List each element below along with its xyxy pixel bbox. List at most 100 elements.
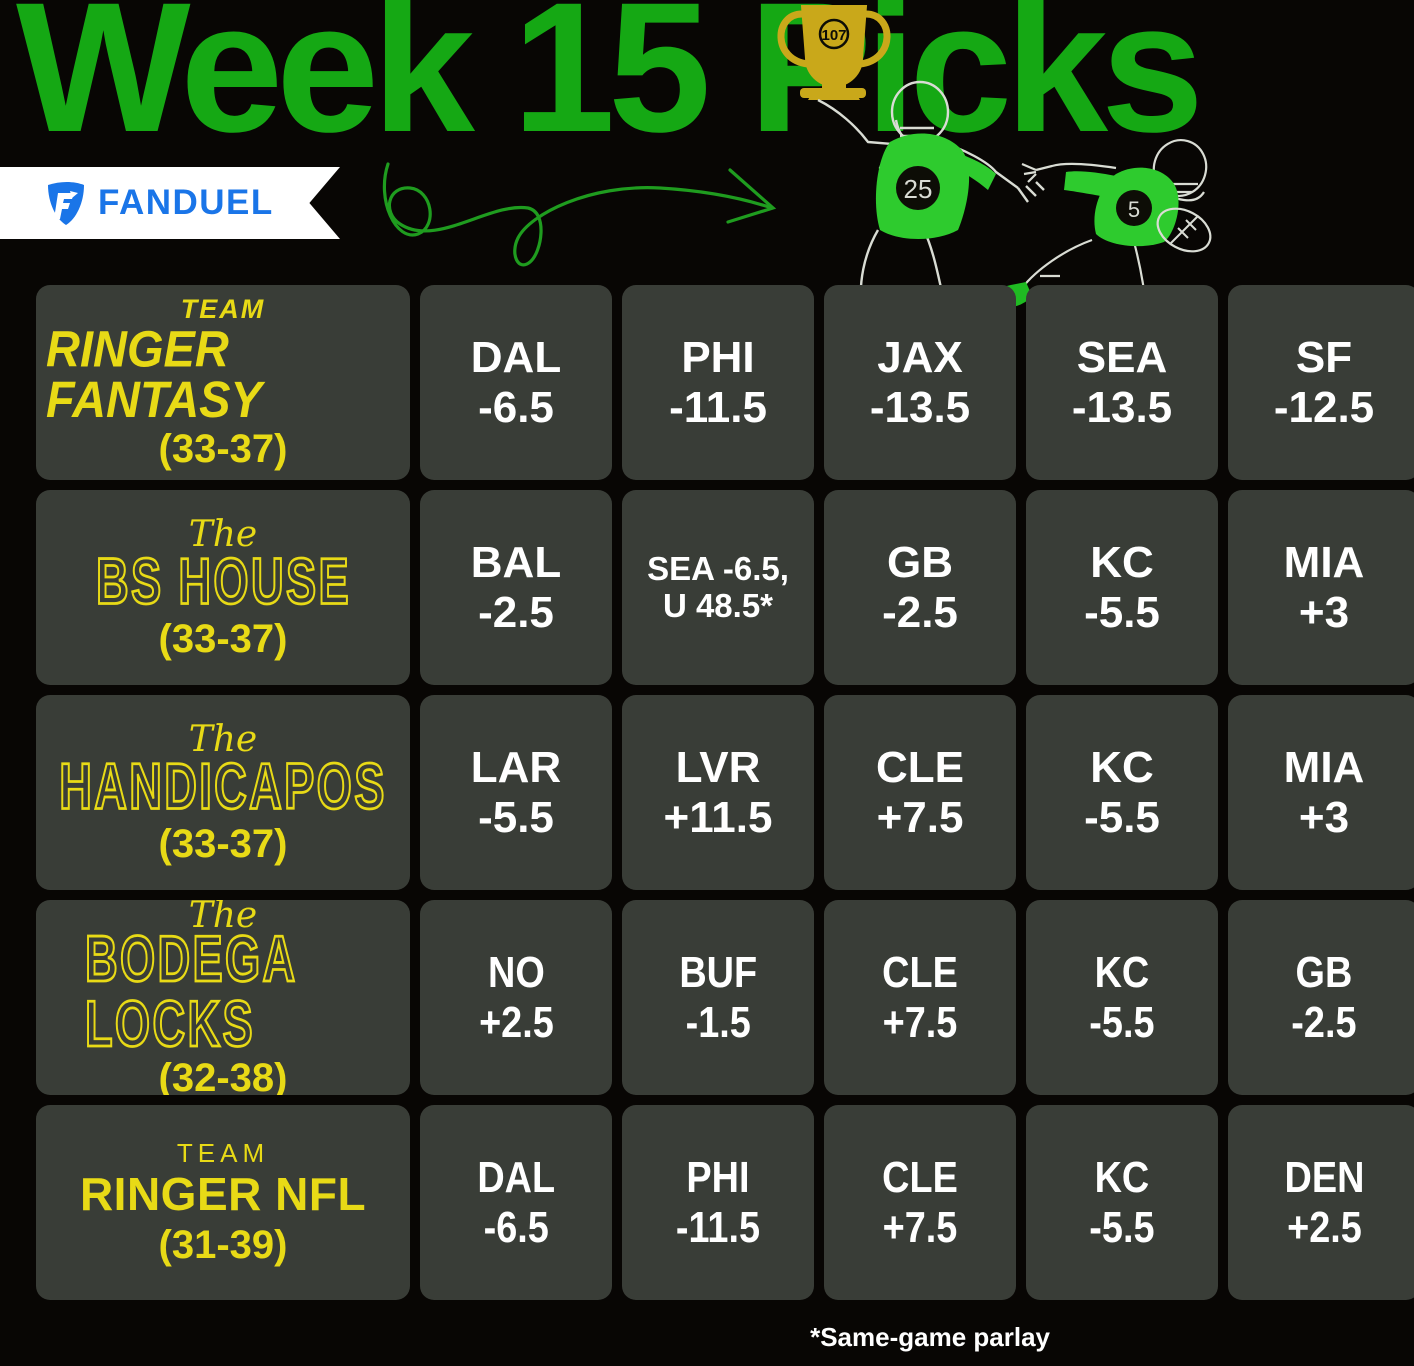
pick-team: BAL: [470, 538, 562, 588]
pick-team: SEA -6.5,: [647, 549, 789, 587]
pick-spread: -6.5: [483, 1202, 549, 1252]
pick-spread: -5.5: [478, 792, 554, 842]
player-one-jersey-number: 25: [904, 174, 933, 204]
pick-team: DAL: [477, 1153, 555, 1203]
pick-cell[interactable]: PHI -11.5: [622, 285, 814, 480]
pick-team: KC: [1090, 538, 1154, 588]
team-record: (33-37): [158, 821, 288, 866]
pick-cell[interactable]: SEA -13.5: [1026, 285, 1218, 480]
pick-spread: -13.5: [869, 382, 971, 432]
pick-cell[interactable]: KC -5.5: [1026, 490, 1218, 685]
pick-spread: -2.5: [882, 587, 958, 637]
pick-cell[interactable]: PHI -11.5: [622, 1105, 814, 1300]
pick-cell[interactable]: MIA +3: [1228, 695, 1414, 890]
pick-cell[interactable]: DAL -6.5: [420, 285, 612, 480]
pick-spread: -12.5: [1273, 382, 1375, 432]
team-name: RINGER FANTASY: [46, 319, 262, 428]
team-cell[interactable]: The BS HOUSE (33-37): [36, 490, 410, 685]
pick-spread: +2.5: [1286, 1202, 1362, 1252]
pick-spread: -2.5: [478, 587, 554, 637]
pick-spread: -6.5: [478, 382, 554, 432]
team-prefix: TEAM: [176, 1137, 270, 1168]
pick-cell[interactable]: KC -5.5: [1026, 695, 1218, 890]
svg-text:107: 107: [821, 27, 846, 44]
fanduel-sponsor-badge: FANDUEL: [0, 167, 340, 239]
pick-cell[interactable]: DEN +2.5: [1228, 1105, 1414, 1300]
pick-team: JAX: [877, 333, 963, 383]
team-prefix: The: [188, 718, 258, 760]
pick-team: BUF: [679, 948, 757, 998]
pick-team: KC: [1094, 1153, 1150, 1203]
pick-spread: +11.5: [663, 792, 773, 842]
pick-team: KC: [1094, 948, 1150, 998]
pick-spread: -5.5: [1089, 1202, 1155, 1252]
pick-cell[interactable]: CLE +7.5: [824, 695, 1016, 890]
pick-team: MIA: [1283, 743, 1365, 793]
pick-cell[interactable]: JAX -13.5: [824, 285, 1016, 480]
team-name: RINGER NFL: [79, 1167, 367, 1220]
pick-cell[interactable]: GB -2.5: [824, 490, 1016, 685]
pick-team: MIA: [1283, 538, 1365, 588]
team-cell[interactable]: The BODEGA LOCKS (32-38): [36, 900, 410, 1095]
pick-team: DEN: [1284, 1153, 1364, 1203]
footnote-same-game-parlay: *Same-game parlay: [810, 1322, 1050, 1352]
pick-cell[interactable]: CLE +7.5: [824, 900, 1016, 1095]
pick-spread: +3: [1298, 792, 1350, 842]
pick-team: SEA: [1076, 333, 1168, 383]
pick-cell[interactable]: KC -5.5: [1026, 900, 1218, 1095]
team-record: (32-38): [158, 1055, 288, 1096]
pick-spread: -11.5: [675, 1202, 761, 1252]
pick-spread: +7.5: [882, 997, 958, 1047]
team-record: (33-37): [158, 616, 288, 661]
pick-cell[interactable]: BUF -1.5: [622, 900, 814, 1095]
page-title: Week 15 Picks: [16, 0, 1204, 171]
picks-grid: TEAM RINGER FANTASY (33-37) DAL -6.5 PHI -11.5…: [36, 285, 1414, 1300]
pick-team: CLE: [876, 743, 964, 793]
player-two-jersey-number: 5: [1128, 197, 1140, 222]
team-prefix: The: [188, 900, 258, 936]
pick-spread: -13.5: [1071, 382, 1173, 432]
pick-cell[interactable]: SEA -6.5, U 48.5*: [622, 490, 814, 685]
pick-spread: +3: [1298, 587, 1350, 637]
team-cell[interactable]: The HANDICAPOS (33-37): [36, 695, 410, 890]
pick-cell[interactable]: MIA +3: [1228, 490, 1414, 685]
pick-spread: -5.5: [1089, 997, 1155, 1047]
pick-team: LVR: [675, 743, 761, 793]
pick-cell[interactable]: CLE +7.5: [824, 1105, 1016, 1300]
pick-team: PHI: [681, 333, 755, 383]
fanduel-shield-icon: [48, 182, 84, 225]
pick-cell[interactable]: LVR +11.5: [622, 695, 814, 890]
team-cell[interactable]: TEAM RINGER NFL (31-39): [36, 1105, 410, 1300]
pick-team: LAR: [470, 743, 562, 793]
pick-spread: U 48.5*: [662, 586, 774, 624]
pick-cell[interactable]: KC -5.5: [1026, 1105, 1218, 1300]
team-name: BS HOUSE: [95, 544, 351, 618]
team-record: (31-39): [158, 1222, 288, 1267]
pick-spread: -5.5: [1084, 792, 1160, 842]
team-prefix: TEAM: [180, 293, 266, 324]
pick-spread: -5.5: [1084, 587, 1160, 637]
trophy-icon: 107: [777, 5, 891, 100]
pick-team: NO: [487, 948, 545, 998]
pick-spread: +7.5: [876, 792, 964, 842]
pick-team: DAL: [470, 333, 562, 383]
football-icon: [1156, 207, 1212, 253]
pick-cell[interactable]: SF -12.5: [1228, 285, 1414, 480]
team-cell[interactable]: TEAM RINGER FANTASY (33-37): [36, 285, 410, 480]
pick-team: GB: [886, 538, 953, 588]
pick-cell[interactable]: DAL -6.5: [420, 1105, 612, 1300]
pick-spread: -11.5: [669, 382, 767, 432]
football-players-illustration: 107 25: [777, 5, 1212, 332]
team-name: HANDICAPOS: [58, 749, 387, 823]
curved-arrow-icon: [382, 162, 777, 267]
pick-spread: -2.5: [1291, 997, 1357, 1047]
pick-team: GB: [1295, 948, 1353, 998]
fanduel-wordmark: FANDUEL: [98, 183, 274, 222]
pick-cell[interactable]: GB -2.5: [1228, 900, 1414, 1095]
pick-team: SF: [1295, 333, 1353, 383]
pick-cell[interactable]: BAL -2.5: [420, 490, 612, 685]
pick-cell[interactable]: LAR -5.5: [420, 695, 612, 890]
pick-team: CLE: [882, 1153, 958, 1203]
pick-cell[interactable]: NO +2.5: [420, 900, 612, 1095]
